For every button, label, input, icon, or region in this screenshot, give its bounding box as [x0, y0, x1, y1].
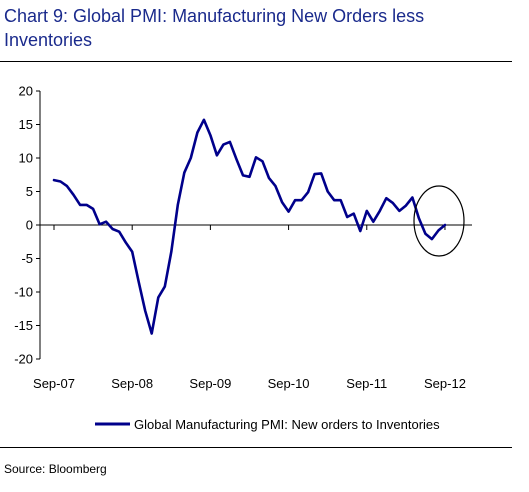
y-tick-label: 20 [19, 84, 33, 99]
y-tick-label: 10 [19, 151, 33, 166]
y-tick-label: -5 [21, 251, 33, 266]
x-tick-label: Sep-09 [189, 376, 231, 391]
title-divider [0, 61, 512, 62]
y-tick-label: -20 [14, 352, 33, 367]
series-line [52, 118, 447, 335]
x-tick-label: Sep-10 [268, 376, 310, 391]
source-divider [0, 447, 512, 448]
y-tick-label: 5 [26, 184, 33, 199]
y-tick-label: -15 [14, 318, 33, 333]
x-tick-label: Sep-12 [424, 376, 466, 391]
x-tick-label: Sep-07 [33, 376, 75, 391]
line-chart: 20 15 10 5 0 -5 -10 -15 -20 Sep-07 Sep-08 Sep-09 Se… [14, 84, 472, 432]
y-tick-label: 0 [26, 218, 33, 233]
highlight-circle [413, 185, 465, 257]
x-tick-label: Sep-08 [111, 376, 153, 391]
source-note: Source: Bloomberg [4, 462, 107, 476]
legend-label: Global Manufacturing PMI: New orders to … [134, 417, 440, 432]
y-tick-label: -10 [14, 285, 33, 300]
chart-title: Chart 9: Global PMI: Manufacturing New O… [4, 6, 425, 50]
x-tick-label: Sep-11 [346, 376, 387, 391]
y-tick-label: 15 [19, 117, 33, 132]
